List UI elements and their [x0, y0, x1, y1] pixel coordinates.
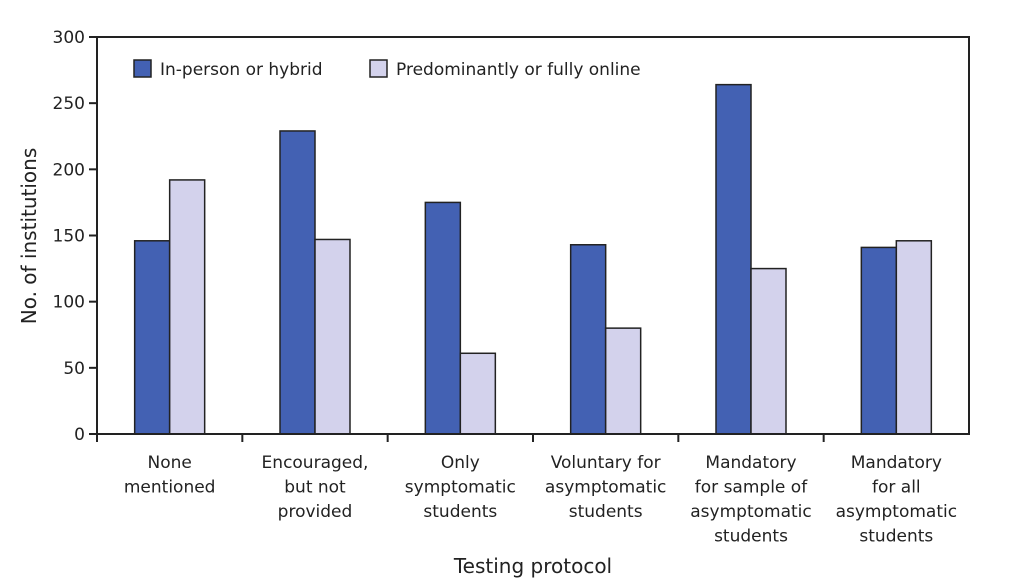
bar	[314, 238, 351, 435]
x-category-label: Mandatory for sample of asymptomatic studen…	[690, 453, 811, 547]
legend-swatch-in-person	[133, 59, 152, 78]
y-tick-label: 50	[63, 359, 85, 379]
x-category-label: Voluntary for asymptomatic students	[545, 453, 666, 522]
bar	[569, 244, 607, 435]
x-axis: None mentioned Encouraged, but not provided O…	[96, 434, 957, 547]
bar	[459, 352, 497, 435]
y-axis: 0 50 100 150 200 250 300	[53, 28, 97, 445]
legend-swatch-online	[369, 59, 388, 78]
x-category-label: Only symptomatic students	[405, 453, 516, 522]
legend-label-online: Predominantly or fully online	[396, 60, 641, 80]
bar	[895, 240, 933, 435]
y-tick-label: 100	[53, 293, 85, 313]
y-tick-label: 300	[53, 28, 85, 48]
bar	[133, 240, 171, 435]
plot-frame	[96, 36, 970, 435]
y-tick-label: 150	[53, 227, 85, 247]
x-axis-title: Testing protocol	[453, 554, 612, 578]
legend-label-in-person: In-person or hybrid	[160, 60, 323, 80]
x-category-label: Mandatory for all asymptomatic students	[836, 453, 957, 547]
legend: In-person or hybrid Predominantly or ful…	[133, 59, 641, 80]
bar	[424, 201, 462, 435]
x-category-label: None mentioned	[124, 453, 216, 498]
y-tick-label: 250	[53, 94, 85, 114]
bar	[604, 327, 642, 435]
bar	[750, 267, 787, 435]
y-tick-label: 200	[53, 160, 85, 180]
bar	[715, 83, 752, 435]
x-category-label: Encouraged, but not provided	[262, 453, 369, 522]
bar	[168, 179, 206, 435]
bars-group	[133, 83, 933, 435]
bar	[279, 130, 316, 435]
y-tick-label: 0	[74, 425, 85, 445]
bar	[860, 246, 898, 435]
y-axis-title: No. of institutions	[17, 148, 41, 325]
